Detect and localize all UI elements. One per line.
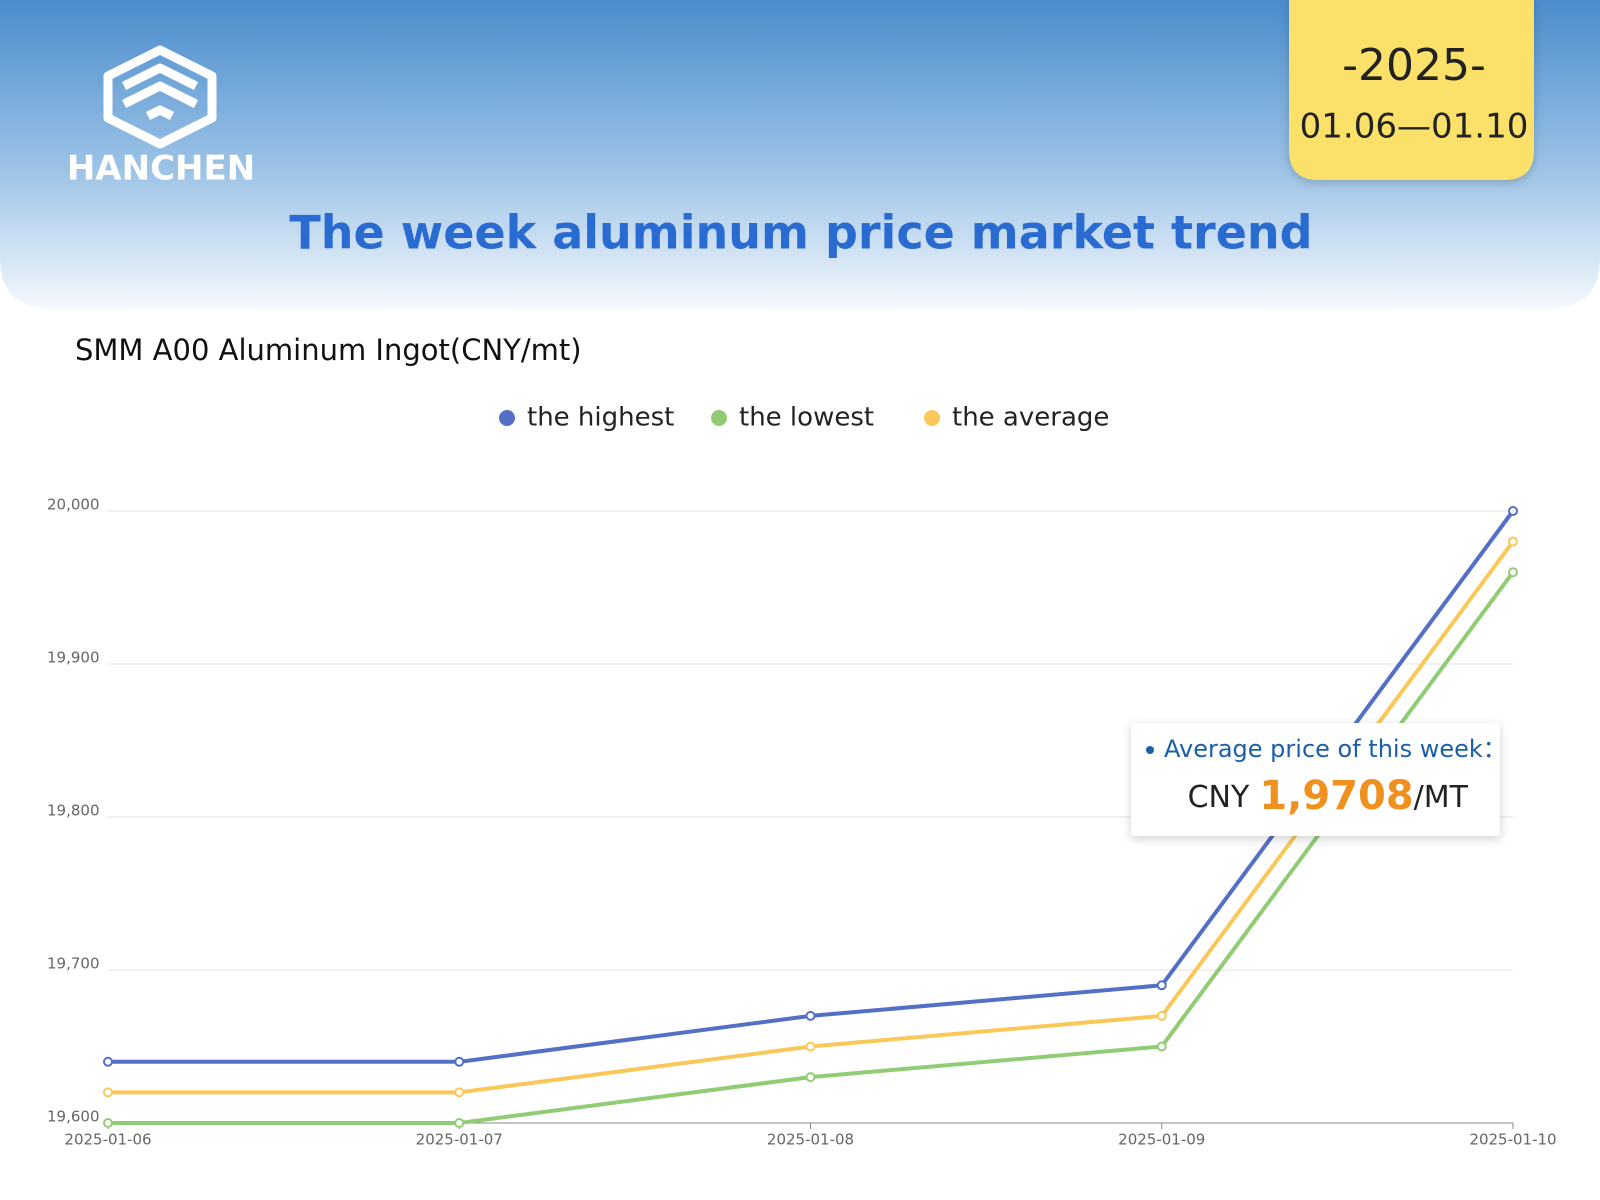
data-point <box>1156 1041 1167 1052</box>
data-point <box>103 1118 113 1128</box>
unit: /MT <box>1414 780 1469 815</box>
chart-title: SMM A00 Aluminum Ingot(CNY/mt) <box>75 333 582 367</box>
y-tick-label: 19,800 <box>47 802 100 820</box>
y-tick-label: 19,700 <box>47 955 100 973</box>
legend-label: the lowest <box>739 403 874 433</box>
data-point <box>1508 506 1518 516</box>
annotation: Average price of this week： CNY 1,9708/MT <box>1131 723 1507 836</box>
x-tick-label: 2025-01-08 <box>767 1131 854 1149</box>
data-point <box>454 1056 465 1067</box>
data-point <box>103 1087 113 1098</box>
tooltip-bullet <box>1146 746 1154 754</box>
brand: HANCHEN <box>67 149 255 189</box>
data-point <box>103 1056 113 1067</box>
year: -2025- <box>1342 40 1486 91</box>
tooltip-value: CNY 1,9708/MT <box>1188 773 1469 819</box>
legend-marker <box>924 410 940 426</box>
currency: CNY <box>1188 780 1250 815</box>
x-tick-label: 2025-01-10 <box>1469 1131 1556 1149</box>
average-value: 1,9708 <box>1259 773 1413 819</box>
data-point <box>805 1072 816 1083</box>
page-title: The week aluminum price market trend <box>289 206 1312 260</box>
data-point <box>454 1118 465 1128</box>
y-tick-label: 19,900 <box>47 649 100 667</box>
x-tick-label: 2025-01-06 <box>64 1131 151 1149</box>
data-point <box>1156 1010 1167 1021</box>
date-range: 01.06—01.10 <box>1300 107 1529 147</box>
data-point <box>1508 567 1518 578</box>
y-tick-label: 19,600 <box>47 1108 100 1126</box>
legend-label: the average <box>952 403 1109 433</box>
series-line <box>108 571 1515 1125</box>
tooltip-title: Average price of this week： <box>1164 735 1507 763</box>
data-point <box>1156 980 1167 991</box>
data-point <box>805 1041 816 1052</box>
date-badge <box>1289 0 1534 180</box>
legend-marker <box>499 410 515 426</box>
header-band <box>0 0 1600 308</box>
data-point <box>1508 536 1518 547</box>
legend-label: the highest <box>527 403 674 433</box>
logo <box>103 45 217 149</box>
y-tick-label: 20,000 <box>47 496 100 514</box>
data-point <box>805 1010 816 1021</box>
legend-marker <box>711 410 727 426</box>
x-tick-label: 2025-01-07 <box>416 1131 503 1149</box>
data-point <box>454 1087 465 1098</box>
x-tick-label: 2025-01-09 <box>1118 1131 1205 1149</box>
tooltip-box <box>1131 723 1500 836</box>
